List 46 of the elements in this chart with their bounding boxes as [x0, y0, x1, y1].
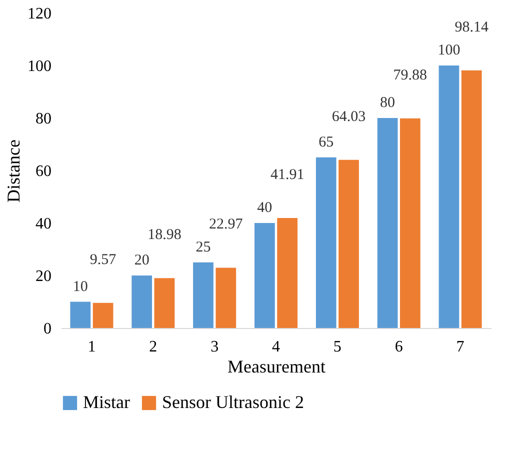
bar: [400, 118, 420, 328]
legend-label: Sensor Ultrasonic 2: [162, 392, 304, 412]
bar: [70, 302, 91, 328]
data-label: 100: [438, 42, 460, 58]
data-label: 64.03: [332, 108, 366, 125]
data-label: 18.98: [148, 227, 182, 244]
y-tick-label: 80: [36, 110, 52, 128]
y-tick-label: 20: [36, 268, 52, 285]
data-label: 22.97: [209, 216, 244, 233]
bar: [92, 302, 114, 328]
x-tick-label: 1: [88, 338, 96, 356]
legend-label: Mistar: [83, 392, 130, 412]
data-label: 80: [380, 95, 396, 111]
x-tick-label: 7: [456, 338, 464, 356]
bar: [254, 223, 275, 328]
data-label: 10: [72, 278, 88, 295]
bar: [154, 278, 175, 328]
bar: [316, 157, 336, 328]
y-tick-label: 0: [44, 320, 52, 338]
bar: [338, 160, 359, 328]
bar: [377, 118, 398, 328]
bar: [438, 66, 460, 328]
data-label: 41.91: [270, 166, 304, 183]
x-tick-label: 3: [210, 338, 219, 356]
y-axis-title: Distance: [4, 140, 24, 202]
data-label: 20: [134, 252, 150, 268]
x-tick-label: 4: [272, 338, 280, 356]
data-label: 65: [318, 134, 334, 150]
y-tick-label: 120: [28, 6, 52, 22]
bar: [193, 262, 214, 328]
data-label: 25: [196, 239, 211, 256]
x-axis-title: Measurement: [228, 356, 326, 376]
x-tick-label: 5: [333, 338, 342, 356]
data-label: 40: [257, 200, 272, 216]
y-tick-label: 40: [36, 216, 52, 232]
bar: [132, 276, 152, 328]
data-label: 79.88: [393, 67, 428, 84]
y-tick-label: 60: [36, 163, 52, 180]
bar: [216, 268, 236, 328]
y-tick-label: 100: [28, 58, 52, 75]
bar: [277, 218, 298, 328]
x-tick-label: 2: [149, 338, 158, 356]
data-label: 98.14: [454, 19, 489, 36]
bar: [461, 70, 482, 328]
data-label: 9.57: [90, 252, 117, 268]
x-tick-label: 6: [394, 338, 403, 356]
